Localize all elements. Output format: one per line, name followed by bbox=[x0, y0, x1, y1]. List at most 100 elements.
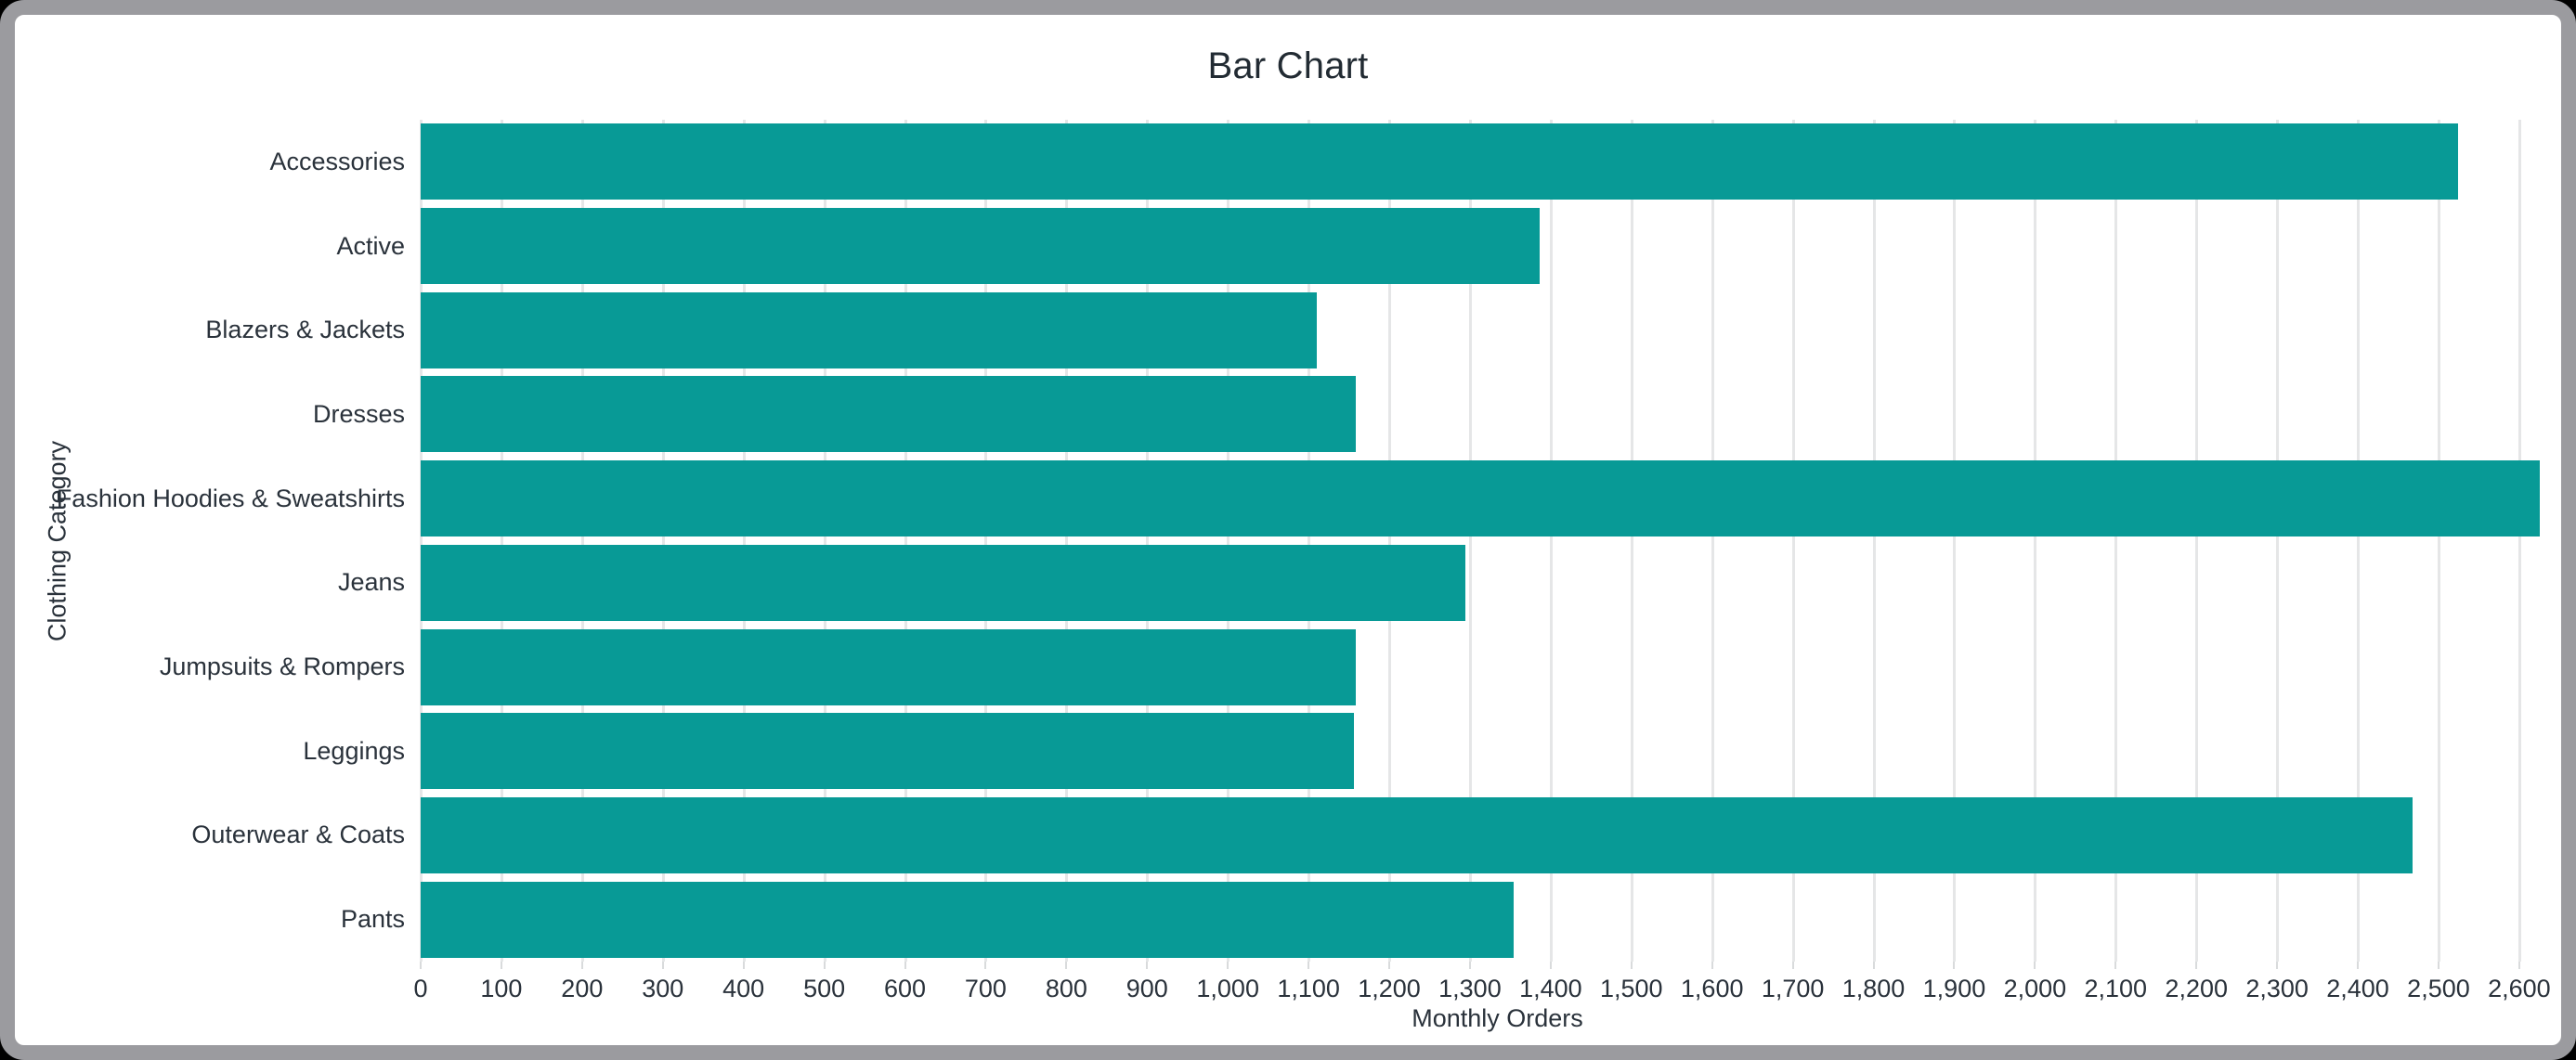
x-tick-mark bbox=[1953, 962, 1956, 969]
x-tick-mark bbox=[661, 962, 664, 969]
x-tick-mark bbox=[2437, 962, 2439, 969]
bar bbox=[421, 881, 1514, 958]
x-tick-label: 2,300 bbox=[2245, 975, 2309, 1002]
gridline bbox=[1711, 120, 1714, 962]
x-tick-mark bbox=[904, 962, 906, 969]
x-tick-mark bbox=[1065, 962, 1068, 969]
x-tick-label: 2,600 bbox=[2488, 975, 2551, 1002]
y-tick-label: Jumpsuits & Rompers bbox=[159, 653, 405, 681]
gridline bbox=[984, 120, 988, 962]
gridline bbox=[580, 120, 584, 962]
gridline bbox=[1953, 120, 1957, 962]
gridline bbox=[2437, 120, 2440, 962]
x-tick-label: 800 bbox=[1045, 975, 1087, 1002]
x-tick-label: 1,700 bbox=[1761, 975, 1825, 1002]
x-tick-mark bbox=[1227, 962, 1229, 969]
x-tick-mark bbox=[984, 962, 987, 969]
x-tick-label: 2,000 bbox=[2003, 975, 2067, 1002]
gridline bbox=[904, 120, 907, 962]
gridline bbox=[1630, 120, 1633, 962]
x-tick-label: 1,400 bbox=[1519, 975, 1582, 1002]
y-tick-label: Blazers & Jackets bbox=[205, 316, 405, 344]
x-tick-label: 0 bbox=[413, 975, 428, 1002]
x-tick-label: 1,200 bbox=[1358, 975, 1421, 1002]
x-tick-label: 700 bbox=[964, 975, 1007, 1002]
x-tick-mark bbox=[580, 962, 583, 969]
gridline bbox=[2114, 120, 2118, 962]
gridline bbox=[500, 120, 503, 962]
gridline bbox=[1549, 120, 1553, 962]
gridline bbox=[1468, 120, 1472, 962]
x-tick-mark bbox=[500, 962, 502, 969]
x-tick-label: 1,300 bbox=[1438, 975, 1502, 1002]
y-tick-label: Pants bbox=[340, 905, 405, 934]
x-tick-mark bbox=[1146, 962, 1149, 969]
x-tick-label: 2,500 bbox=[2407, 975, 2470, 1002]
x-tick-mark bbox=[1308, 962, 1310, 969]
gridline bbox=[2517, 120, 2521, 962]
y-tick-label: Fashion Hoodies & Sweatshirts bbox=[56, 484, 405, 512]
bar bbox=[421, 460, 2540, 537]
x-tick-mark bbox=[2195, 962, 2198, 969]
y-tick-label: Jeans bbox=[337, 568, 405, 597]
gridline bbox=[1065, 120, 1069, 962]
y-tick-label: Accessories bbox=[269, 147, 405, 175]
x-tick-mark bbox=[742, 962, 745, 969]
x-tick-label: 1,500 bbox=[1599, 975, 1663, 1002]
x-tick-label: 200 bbox=[561, 975, 604, 1002]
x-tick-mark bbox=[1388, 962, 1391, 969]
x-tick-mark bbox=[823, 962, 826, 969]
x-tick-label: 1,800 bbox=[1841, 975, 1906, 1002]
x-tick-label: 2,200 bbox=[2165, 975, 2229, 1002]
x-tick-mark bbox=[2114, 962, 2117, 969]
gridline bbox=[2195, 120, 2199, 962]
gridline bbox=[742, 120, 746, 962]
bar bbox=[421, 544, 1465, 621]
y-tick-label: Leggings bbox=[303, 736, 405, 765]
gridline bbox=[2357, 120, 2361, 962]
x-axis-ticks: 0 100 200 300 400 500 600 700 800 900 1,000 1,100 1,… bbox=[413, 962, 2574, 1017]
x-tick-label: 900 bbox=[1125, 975, 1168, 1002]
x-tick-label: 2,400 bbox=[2326, 975, 2389, 1002]
bar bbox=[421, 796, 2413, 873]
x-tick-mark bbox=[2357, 962, 2360, 969]
x-tick-label: 1,600 bbox=[1680, 975, 1744, 1002]
x-tick-mark bbox=[2034, 962, 2036, 969]
gridline bbox=[1308, 120, 1311, 962]
bar bbox=[421, 713, 1354, 790]
x-axis-title: Monthly Orders bbox=[1412, 1004, 1583, 1032]
x-tick-label: 1,900 bbox=[1922, 975, 1986, 1002]
bar bbox=[421, 376, 1356, 453]
x-tick-label: 400 bbox=[722, 975, 765, 1002]
x-tick-mark bbox=[1711, 962, 1713, 969]
x-tick-label: 600 bbox=[883, 975, 927, 1002]
y-tick-label: Active bbox=[336, 231, 405, 260]
bar bbox=[421, 628, 1356, 705]
x-tick-label: 1,100 bbox=[1277, 975, 1340, 1002]
gridline bbox=[1146, 120, 1150, 962]
x-tick-mark bbox=[1549, 962, 1552, 969]
x-tick-label: 300 bbox=[642, 975, 684, 1002]
y-axis-category-labels: Accessories Active Blazers & Jackets Dresse… bbox=[15, 120, 405, 962]
x-tick-label: 500 bbox=[803, 975, 846, 1002]
gridline bbox=[1791, 120, 1795, 962]
x-tick-mark bbox=[2276, 962, 2279, 969]
bar bbox=[421, 208, 1540, 285]
x-tick-mark bbox=[1630, 962, 1633, 969]
gridline bbox=[420, 120, 423, 962]
x-tick-mark bbox=[1468, 962, 1471, 969]
chart-title: Bar Chart bbox=[1207, 45, 1369, 86]
bar bbox=[421, 123, 2458, 200]
gridline bbox=[1227, 120, 1230, 962]
gridline bbox=[661, 120, 665, 962]
x-tick-label: 1,000 bbox=[1196, 975, 1259, 1002]
bar bbox=[421, 291, 1317, 368]
y-tick-label: Outerwear & Coats bbox=[191, 821, 405, 849]
x-tick-mark bbox=[420, 962, 422, 969]
plot-area bbox=[420, 120, 2574, 962]
gridline bbox=[823, 120, 826, 962]
x-tick-label: 2,100 bbox=[2084, 975, 2148, 1002]
gridline bbox=[1872, 120, 1876, 962]
x-tick-mark bbox=[1872, 962, 1875, 969]
